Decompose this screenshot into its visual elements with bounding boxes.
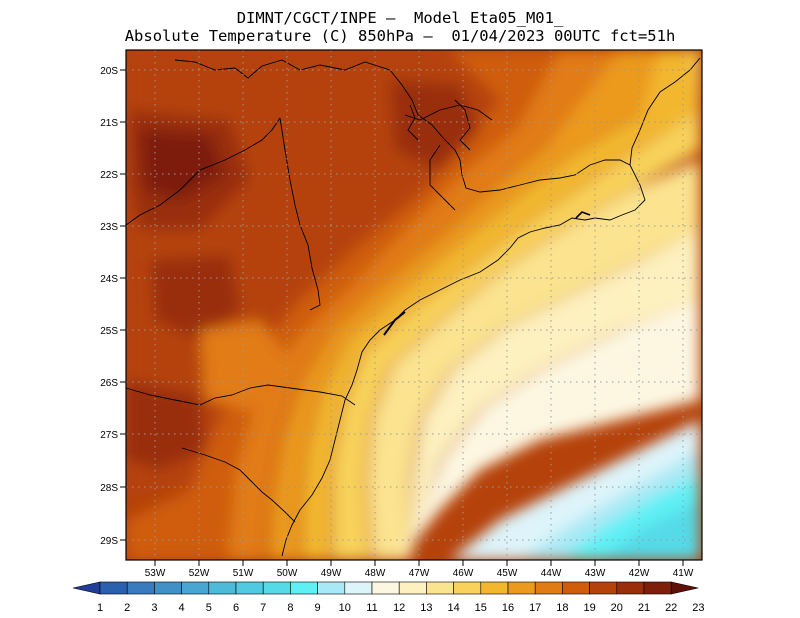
colorbar-label: 12 <box>393 602 405 614</box>
colorbar-swatch <box>208 581 237 595</box>
colorbar-swatch <box>371 581 400 595</box>
colorbar-label: 4 <box>179 602 185 614</box>
colorbar-swatch <box>290 581 318 595</box>
colorbar-label: 16 <box>502 602 514 614</box>
colorbar-label: 15 <box>475 602 487 614</box>
colorbar-swatch <box>262 581 291 595</box>
lat-label: 27S <box>100 430 118 441</box>
colorbar-label: 19 <box>583 602 595 614</box>
lat-label: 29S <box>100 536 118 547</box>
colorbar-label: 18 <box>556 602 568 614</box>
colorbar-label: 2 <box>124 602 130 614</box>
colorbar-swatch <box>589 581 618 595</box>
colorbar-swatch <box>235 581 264 595</box>
colorbar-swatch <box>344 581 373 595</box>
lon-label: 44W <box>541 568 562 579</box>
colorbar-label: 7 <box>260 602 266 614</box>
colorbar-label: 20 <box>611 602 623 614</box>
lat-label: 20S <box>100 66 118 77</box>
title-line-1: DIMNT/CGCT/INPE – Model Eta05_M01_ <box>236 9 564 27</box>
colorbar-swatch <box>126 581 155 595</box>
lon-label: 42W <box>629 568 650 579</box>
map-frame <box>125 49 703 561</box>
colorbar-label: 6 <box>233 602 239 614</box>
colorbar-label: 23 <box>692 602 704 614</box>
colorbar-label: 10 <box>339 602 351 614</box>
graticule <box>126 50 702 560</box>
coastline-and-borders <box>126 57 701 557</box>
colorbar-swatch <box>317 581 346 595</box>
lat-label: 24S <box>100 274 118 285</box>
lon-label: 48W <box>365 568 386 579</box>
colorbar-arrow-low <box>72 581 101 595</box>
colorbar-label: 14 <box>447 602 459 614</box>
colorbar-label: 21 <box>638 602 650 614</box>
axis-ticks <box>120 69 684 566</box>
lat-label: 26S <box>100 378 118 389</box>
colorbar-swatch <box>480 581 509 595</box>
lon-label: 50W <box>277 568 298 579</box>
lon-label: 53W <box>145 568 166 579</box>
lon-label: 41W <box>673 568 694 579</box>
colorbar-swatch <box>562 581 590 595</box>
colorbar-swatch <box>616 581 645 595</box>
colorbar-label: 17 <box>529 602 541 614</box>
lon-label: 52W <box>189 568 210 579</box>
colorbar-swatch <box>507 581 536 595</box>
colorbar-swatch <box>154 581 182 595</box>
colorbar-swatch <box>426 581 454 595</box>
colorbar-swatch <box>534 581 563 595</box>
lon-label: 46W <box>453 568 474 579</box>
colorbar-label: 9 <box>315 602 321 614</box>
colorbar-arrow-high <box>670 581 699 595</box>
colorbar-label: 5 <box>206 602 212 614</box>
lat-label: 22S <box>100 170 118 181</box>
colorbar-label: 8 <box>287 602 293 614</box>
lon-label: 47W <box>409 568 430 579</box>
colorbar-swatch <box>181 581 210 595</box>
lat-label: 25S <box>100 326 118 337</box>
colorbar-swatch <box>453 581 482 595</box>
lon-label: 43W <box>585 568 606 579</box>
lat-label: 23S <box>100 222 118 233</box>
title-line-2: Absolute Temperature (C) 850hPa – 01/04/… <box>124 27 676 45</box>
colorbar-label: 11 <box>366 602 377 614</box>
lat-label: 21S <box>100 118 118 129</box>
colorbar-swatch <box>398 581 427 595</box>
lon-label: 49W <box>321 568 342 579</box>
temperature-field <box>126 50 702 560</box>
colorbar-swatch <box>643 581 672 595</box>
colorbar-label: 3 <box>151 602 157 614</box>
lat-label: 28S <box>100 483 118 494</box>
colorbar-label: 1 <box>97 602 103 614</box>
colorbar: 1 2 3 4 5 6 7 8 9 10 11 12 13 14 15 16 17 18 19 20 21 22 23 <box>72 581 705 614</box>
lon-label: 45W <box>497 568 518 579</box>
colorbar-swatch <box>99 581 128 595</box>
lon-label: 51W <box>233 568 254 579</box>
colorbar-label: 22 <box>665 602 677 614</box>
colorbar-label: 13 <box>420 602 432 614</box>
